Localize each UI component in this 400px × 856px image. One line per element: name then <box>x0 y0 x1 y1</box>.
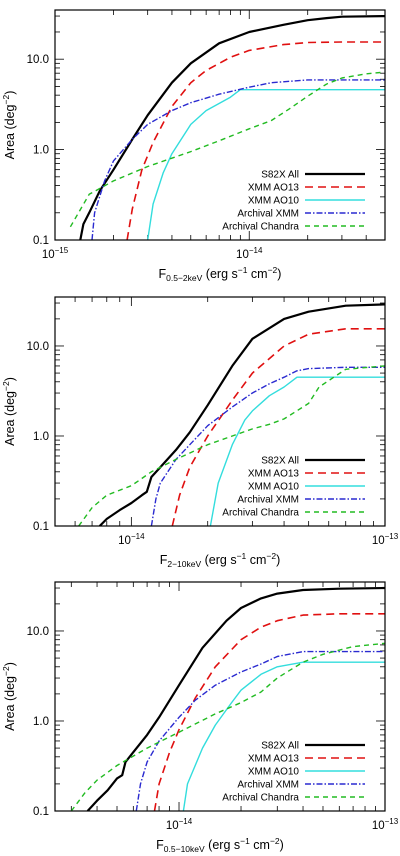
x-tick-label: 10−13 <box>372 817 399 832</box>
legend-label: XMM AO13 <box>248 183 300 194</box>
minor-ticks <box>54 297 386 527</box>
series-line-1 <box>98 303 385 526</box>
x-tick-label: 10−14 <box>118 532 145 547</box>
y-tick-label: 10.0 <box>27 341 49 353</box>
plot-frame <box>54 581 386 812</box>
legend-label: S82X All <box>261 170 299 181</box>
series-line-2 <box>171 327 385 526</box>
series-lines <box>78 303 385 526</box>
legend: S82X All XMM AO13 XMM AO10 Archival XMM Arch… <box>222 741 365 804</box>
legend-label: XMM AO10 <box>248 196 300 207</box>
x-axis-label: F2−10keV (erg s−1 cm−2) <box>160 551 281 569</box>
series-lines <box>69 15 385 240</box>
legend-label: XMM AO10 <box>248 767 300 778</box>
legend-label: Archival XMM <box>237 209 299 220</box>
series-line-3 <box>209 376 385 526</box>
series-line-1 <box>79 15 385 240</box>
y-tick-label: 0.1 <box>33 521 49 533</box>
x-tick-label: 10−14 <box>166 817 193 832</box>
x-tick-label: 10−15 <box>42 246 69 261</box>
series-lines <box>70 586 385 811</box>
legend: S82X All XMM AO13 XMM AO10 Archival XMM Arch… <box>222 456 365 519</box>
y-tick-label: 10.0 <box>27 626 49 638</box>
series-line-2 <box>153 612 385 811</box>
x-tick-label: 10−13 <box>372 532 399 547</box>
x-axis-label: F0.5−10keV (erg s−1 cm−2) <box>156 836 284 854</box>
series-line-4 <box>150 366 385 526</box>
plot-frame <box>54 9 386 241</box>
x-axis-label: F0.5−2keV (erg s−1 cm−2) <box>159 265 282 283</box>
series-line-1 <box>86 586 385 811</box>
chart-panel-1: 0.1 1.0 10.0 10−15 10−14 F0.5−2keV (erg s−1 c… <box>1 9 386 283</box>
minor-ticks <box>54 10 386 241</box>
chart-panel-2: 0.1 1.0 10.0 10−14 10−13 F2−10keV (erg s−1 cm… <box>1 296 399 569</box>
y-tick-label: 1.0 <box>33 145 49 157</box>
y-tick-label: 0.1 <box>33 806 49 818</box>
y-tick-label: 0.1 <box>33 235 49 247</box>
legend-label: Archival Chandra <box>222 222 299 233</box>
series-line-5 <box>78 365 385 526</box>
series-line-3 <box>147 88 385 240</box>
series-line-5 <box>70 642 385 811</box>
legend-label: Archival XMM <box>237 780 299 791</box>
legend-label: Archival Chandra <box>222 508 299 519</box>
x-tick-label: 10−14 <box>236 246 263 261</box>
legend-label: XMM AO13 <box>248 469 300 480</box>
y-tick-label: 1.0 <box>33 431 49 443</box>
series-line-3 <box>182 661 385 811</box>
legend-label: XMM AO10 <box>248 482 300 493</box>
legend-label: S82X All <box>261 741 299 752</box>
legend-label: S82X All <box>261 456 299 467</box>
plot-frame <box>54 296 386 527</box>
chart-panel-3: 0.1 1.0 10.0 10−14 10−13 F0.5−10keV (erg s−1 … <box>1 581 399 854</box>
legend-label: XMM AO13 <box>248 754 300 765</box>
series-line-5 <box>69 71 385 228</box>
legend-label: Archival Chandra <box>222 793 299 804</box>
legend-label: Archival XMM <box>237 495 299 506</box>
series-line-2 <box>126 41 385 240</box>
y-tick-label: 1.0 <box>33 716 49 728</box>
y-axis-label: Area (deg−2) <box>1 377 17 446</box>
legend: S82X All XMM AO13 XMM AO10 Archival XMM Arch… <box>222 170 365 233</box>
y-axis-label: Area (deg−2) <box>1 662 17 731</box>
minor-ticks <box>55 582 386 812</box>
series-line-4 <box>135 650 385 811</box>
y-axis-label: Area (deg−2) <box>1 91 17 160</box>
y-tick-label: 10.0 <box>27 54 49 66</box>
